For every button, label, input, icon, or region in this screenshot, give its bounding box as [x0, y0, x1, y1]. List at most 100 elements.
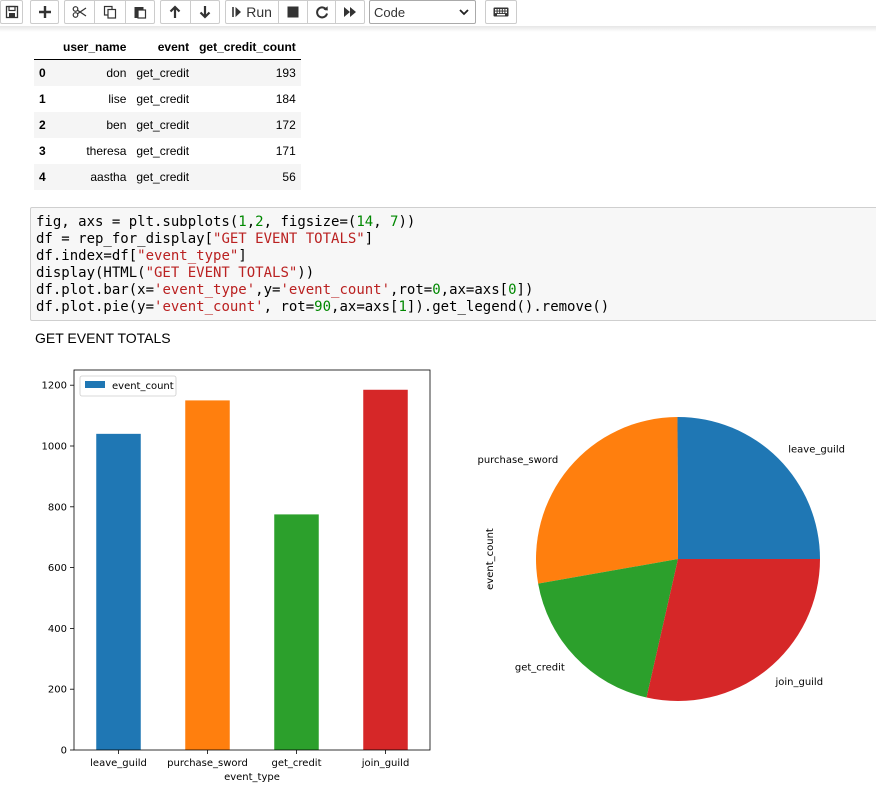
index-header	[34, 34, 58, 60]
pie-slice	[536, 417, 678, 584]
code-line: df.index=df["event_type"]	[36, 248, 247, 264]
column-header: user_name	[58, 34, 132, 60]
plus-icon	[38, 6, 51, 18]
y-tick-label: 400	[48, 624, 67, 635]
table-row: 4 aastha get_credit 56	[34, 164, 301, 190]
notebook-toolbar: Run Code	[0, 0, 876, 26]
row-index: 3	[39, 144, 46, 158]
pie-label: leave_guild	[788, 444, 845, 455]
cut-button[interactable]	[65, 1, 96, 23]
x-tick-label: purchase_sword	[167, 758, 248, 769]
move-up-button[interactable]	[161, 1, 191, 23]
y-tick-label: 0	[61, 746, 67, 757]
save-button[interactable]	[0, 0, 23, 24]
cell-user-name: ben	[106, 118, 127, 132]
move-down-button[interactable]	[191, 1, 219, 23]
row-index: 2	[39, 118, 46, 132]
row-index: 1	[39, 92, 46, 106]
chart-legend: event_count	[79, 375, 177, 397]
run-icon	[232, 7, 242, 17]
copy-button[interactable]	[95, 1, 126, 23]
legend-swatch	[85, 381, 105, 388]
cell-type-select[interactable]: Code	[369, 0, 476, 24]
plot-frame	[73, 369, 431, 751]
code-line: fig, axs = plt.subplots(1,2, figsize=(14…	[36, 214, 416, 230]
save-icon	[5, 5, 18, 19]
table-row: 2 ben get_credit 172	[34, 112, 301, 138]
pie-slice	[646, 559, 820, 701]
run-all-button[interactable]	[336, 1, 364, 23]
y-axis-label: event_count	[485, 528, 496, 590]
cut-icon	[72, 6, 87, 18]
keyboard-icon	[493, 7, 509, 17]
dataframe-table: user_name event get_credit_count 0 don g…	[34, 34, 301, 190]
fast-forward-icon	[344, 7, 357, 17]
column-header: get_credit_count	[194, 34, 301, 60]
pie-chart: leave_guild purchase_sword get_credit join_…	[477, 417, 845, 701]
bar	[96, 433, 141, 750]
cell-user-name: don	[106, 66, 127, 80]
bar	[363, 389, 408, 750]
run-group: Run	[225, 0, 365, 24]
copy-icon	[103, 5, 117, 19]
y-tick-label: 600	[48, 563, 67, 574]
pie-label: join_guild	[774, 677, 823, 688]
x-tick-label: get_credit	[271, 758, 321, 769]
arrow-up-icon	[170, 5, 181, 18]
code-line: display(HTML("GET EVENT TOTALS"))	[36, 265, 315, 281]
table-row: 3 theresa get_credit 171	[34, 138, 301, 164]
interrupt-button[interactable]	[279, 1, 308, 23]
pie-slice	[677, 417, 820, 559]
pie-label: get_credit	[515, 663, 565, 674]
cell-count: 56	[282, 170, 296, 184]
cell-event: get_credit	[136, 144, 190, 158]
cell-count: 171	[275, 144, 296, 158]
x-axis-label: event_type	[224, 772, 280, 783]
bar	[185, 400, 230, 750]
edit-group	[64, 0, 155, 24]
y-tick-label: 200	[48, 685, 67, 696]
paste-icon	[134, 7, 146, 19]
run-button[interactable]: Run	[226, 1, 280, 23]
cell-count: 193	[275, 66, 296, 80]
column-header: event	[131, 34, 195, 60]
bar	[274, 514, 319, 750]
cell-count: 172	[275, 118, 296, 132]
bar-chart: leave_guild purchase_sword get_credit join_…	[42, 369, 431, 783]
cell-user-name: aastha	[90, 170, 127, 184]
pie-slice	[538, 559, 678, 698]
cell-event: get_credit	[136, 92, 190, 106]
table-header-row: user_name event get_credit_count	[34, 34, 301, 60]
y-tick-label: 1000	[42, 442, 67, 453]
code-line: df.plot.bar(x='event_type',y='event_coun…	[36, 282, 534, 298]
x-tick-label: leave_guild	[90, 758, 147, 769]
table-row: 0 don get_credit 193	[34, 59, 301, 86]
cell-event: get_credit	[136, 170, 190, 184]
cell-event: get_credit	[136, 118, 190, 132]
chevron-down-icon	[459, 9, 469, 16]
cell-event: get_credit	[136, 66, 190, 80]
run-label: Run	[246, 4, 272, 20]
paste-button[interactable]	[126, 1, 154, 23]
code-line: df = rep_for_display["GET EVENT TOTALS"]	[36, 231, 374, 247]
pie-label: purchase_sword	[477, 455, 558, 466]
restart-button[interactable]	[308, 1, 337, 23]
row-index: 4	[39, 170, 46, 184]
cell-count: 184	[275, 92, 296, 106]
move-group	[160, 0, 220, 24]
code-line: df.plot.pie(y='event_count', rot=90,ax=a…	[36, 299, 610, 315]
legend-label: event_count	[112, 381, 174, 392]
arrow-down-icon	[199, 6, 211, 19]
cell-type-value: Code	[374, 4, 406, 20]
command-palette-button[interactable]	[485, 0, 517, 24]
cell-user-name: theresa	[86, 144, 127, 158]
toolbar-shadow	[0, 26, 876, 32]
insert-cell-button[interactable]	[30, 0, 59, 24]
code-cell-editor[interactable]: fig, axs = plt.subplots(1,2, figsize=(14…	[30, 207, 876, 321]
restart-icon	[315, 6, 328, 19]
cell-user-name: lise	[108, 92, 127, 106]
stop-icon	[287, 6, 299, 18]
row-index: 0	[39, 66, 46, 80]
y-tick-label: 1200	[42, 381, 67, 392]
y-tick-label: 800	[48, 502, 67, 513]
